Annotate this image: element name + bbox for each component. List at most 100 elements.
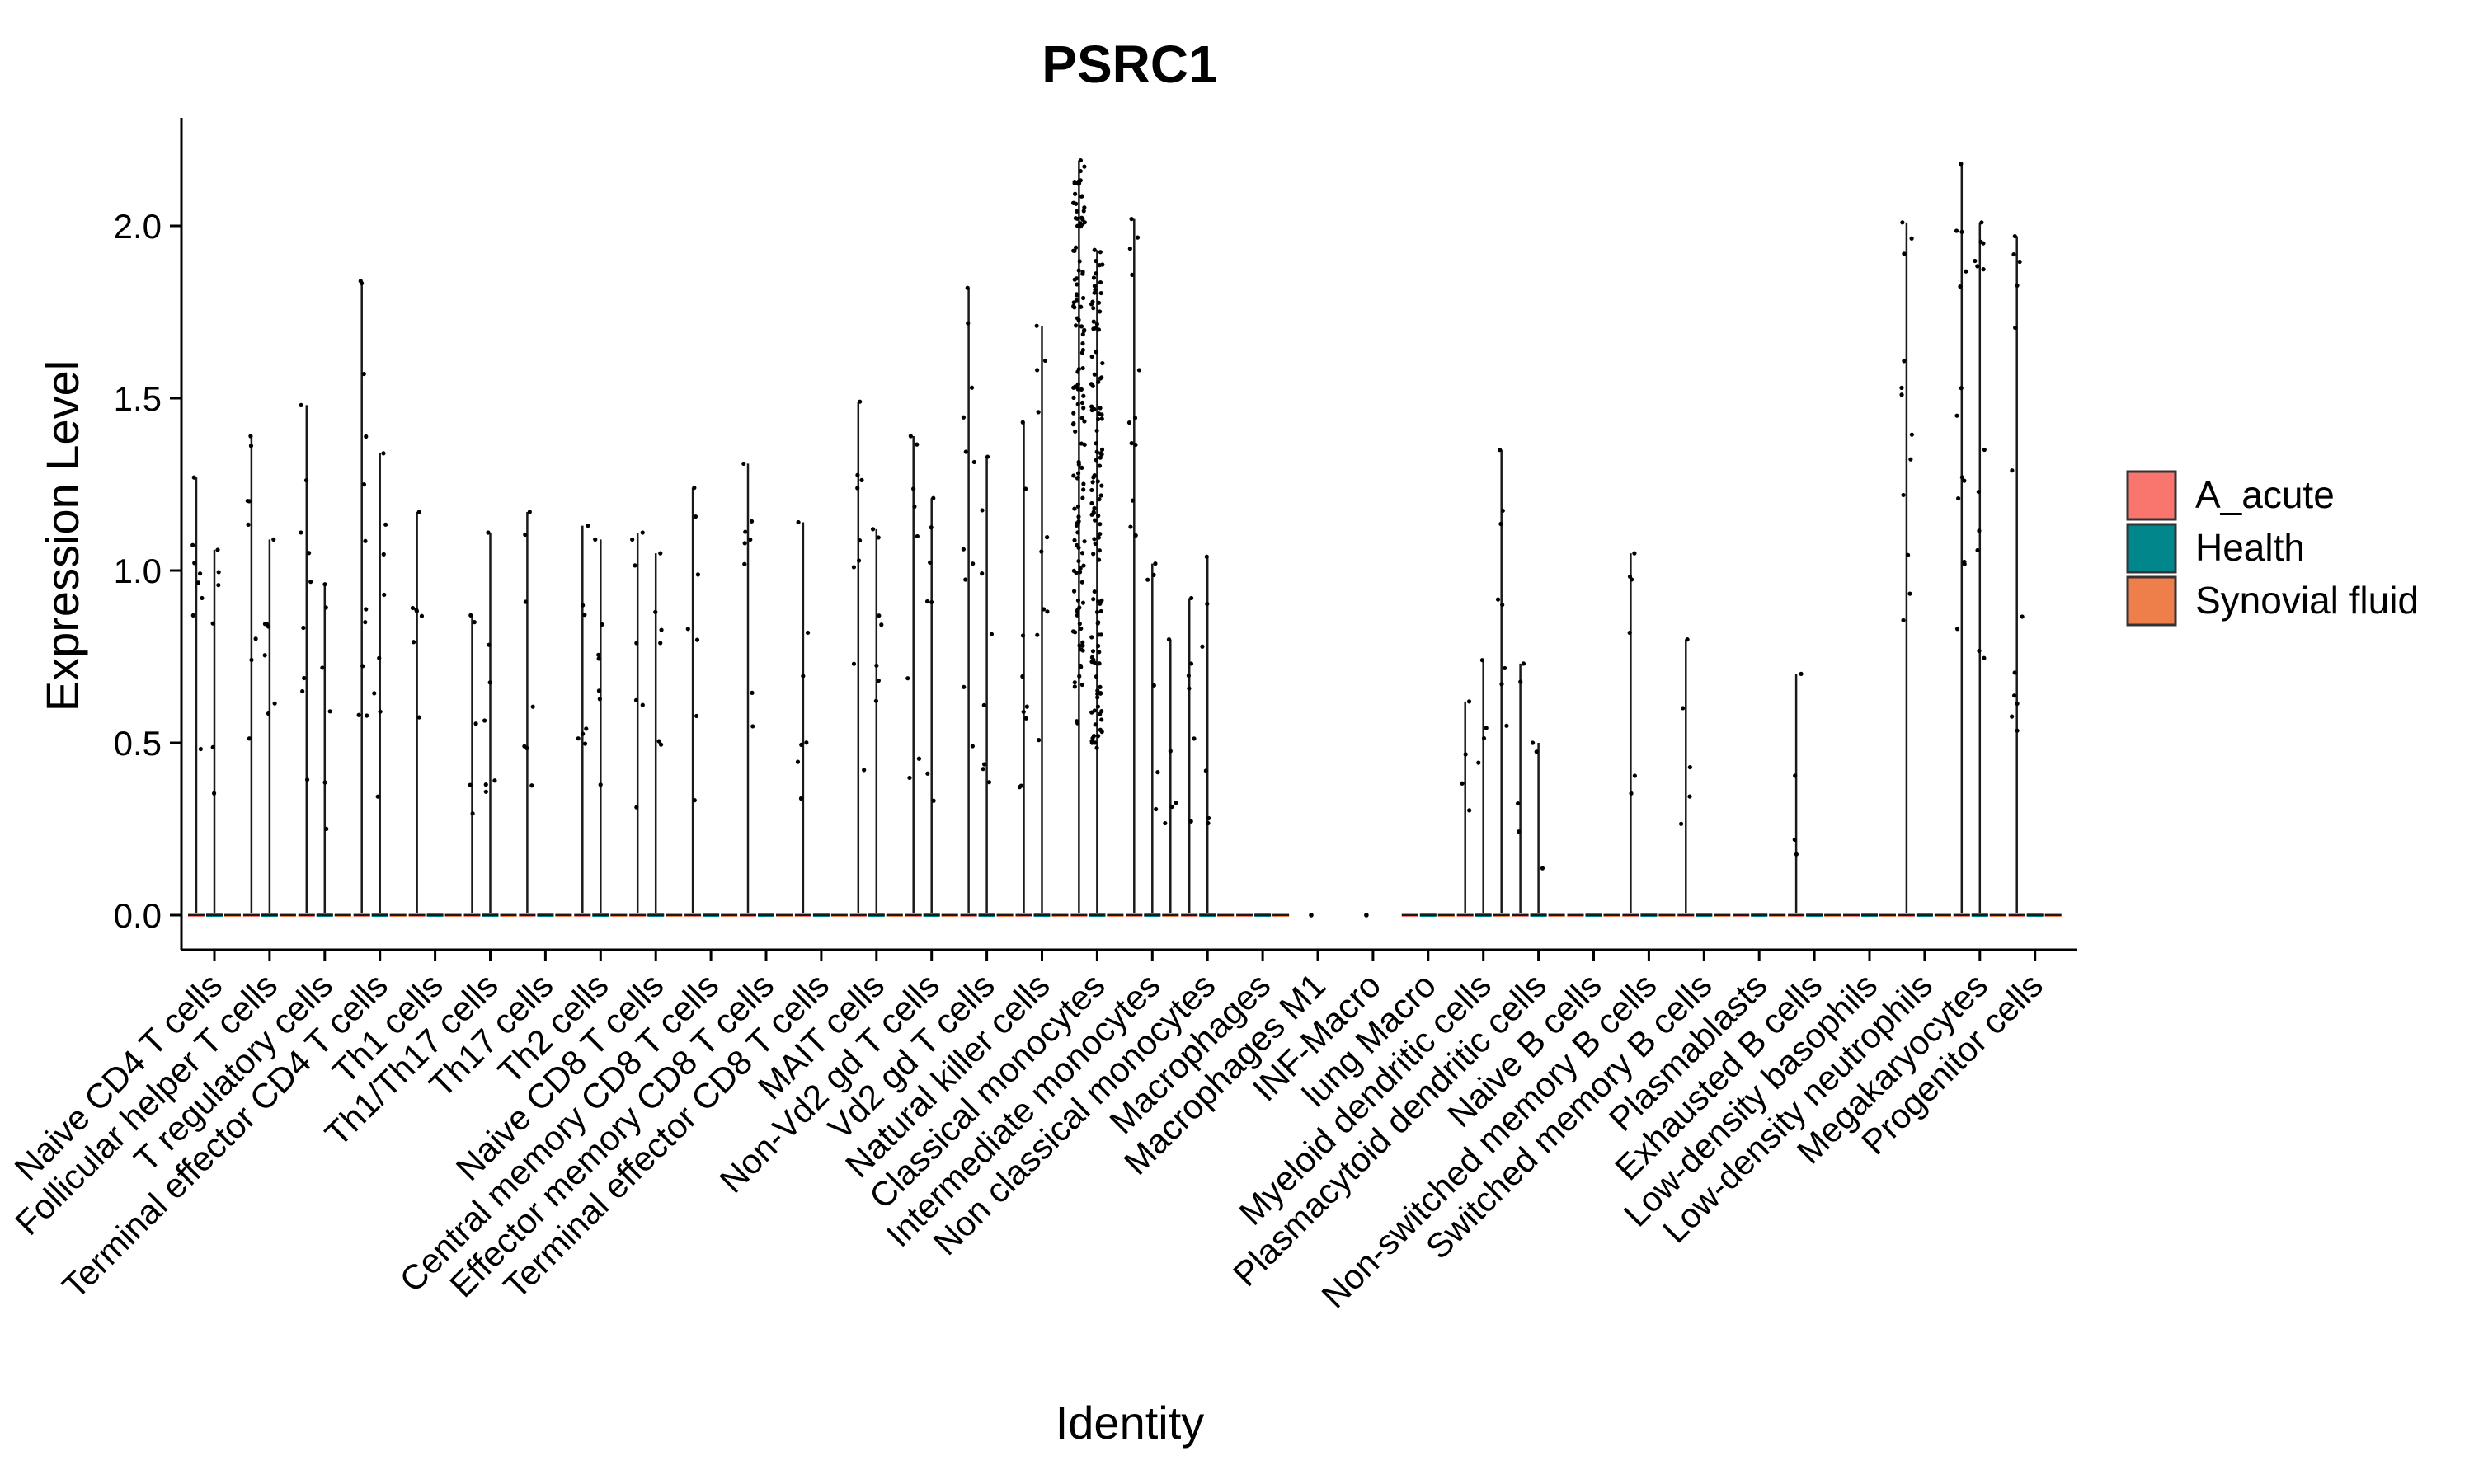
- data-point: [1982, 447, 1987, 453]
- data-point: [299, 530, 303, 535]
- data-point: [1077, 622, 1082, 627]
- data-point: [1076, 462, 1081, 467]
- data-point: [1630, 577, 1634, 582]
- data-point: [1094, 258, 1098, 264]
- data-point: [1079, 551, 1085, 556]
- data-point: [1959, 229, 1964, 234]
- data-point: [1187, 686, 1192, 691]
- data-point: [1099, 598, 1104, 603]
- data-point: [1098, 493, 1103, 498]
- data-point: [1982, 655, 1987, 660]
- data-point: [750, 724, 755, 729]
- data-point: [1081, 487, 1086, 492]
- data-point: [1632, 773, 1637, 778]
- data-point: [1073, 630, 1078, 635]
- data-point: [658, 641, 663, 646]
- data-point: [1959, 162, 1964, 167]
- data-point: [272, 701, 277, 706]
- data-point: [596, 652, 601, 657]
- data-point: [1092, 247, 1097, 252]
- y-tick-label: 1.0: [114, 552, 162, 590]
- data-point: [1076, 558, 1081, 564]
- data-point: [1091, 319, 1096, 324]
- data-point: [798, 796, 804, 801]
- data-point: [1100, 262, 1105, 267]
- data-point: [377, 655, 382, 660]
- data-point: [862, 768, 867, 773]
- data-point: [527, 510, 532, 514]
- data-point: [851, 661, 857, 666]
- data-point: [1098, 608, 1103, 614]
- violin-group: [519, 510, 572, 917]
- data-point: [743, 529, 748, 534]
- data-point: [931, 798, 936, 803]
- data-point: [1127, 247, 1132, 251]
- data-point: [1500, 603, 1505, 608]
- violin-group: [188, 475, 241, 917]
- data-point: [1095, 695, 1100, 700]
- data-point: [468, 782, 473, 787]
- data-point: [1074, 292, 1079, 297]
- data-point: [1902, 251, 1907, 256]
- data-point: [634, 641, 639, 646]
- data-point: [1962, 478, 1967, 483]
- data-point: [1309, 913, 1314, 918]
- data-point: [1096, 416, 1101, 422]
- data-point: [1079, 626, 1084, 632]
- data-point: [365, 713, 369, 718]
- data-point: [1792, 837, 1797, 843]
- data-point: [1627, 630, 1632, 636]
- data-point: [640, 702, 645, 707]
- data-point: [1079, 387, 1084, 392]
- data-point: [1521, 661, 1526, 666]
- data-point: [249, 657, 254, 663]
- data-point: [1072, 248, 1077, 253]
- data-point: [859, 477, 864, 482]
- data-point: [1902, 359, 1907, 364]
- data-point: [1089, 500, 1094, 506]
- data-point: [2015, 728, 2020, 733]
- data-point: [1072, 680, 1077, 685]
- data-point: [1499, 682, 1504, 687]
- data-point: [483, 782, 488, 787]
- data-point: [322, 780, 327, 785]
- data-point: [749, 519, 755, 524]
- data-point: [1133, 533, 1138, 538]
- data-point: [1089, 354, 1094, 359]
- data-point: [1097, 548, 1102, 553]
- violin-group: [1677, 637, 1731, 917]
- data-point: [1075, 402, 1080, 406]
- data-point: [748, 537, 753, 542]
- data-point: [593, 537, 598, 542]
- data-point: [1899, 392, 1904, 397]
- data-point: [1091, 275, 1097, 280]
- data-point: [1467, 808, 1472, 813]
- data-point: [1077, 259, 1082, 264]
- data-point: [596, 656, 601, 661]
- data-point: [1204, 554, 1209, 559]
- violin-group: [960, 285, 1014, 917]
- data-point: [470, 811, 475, 816]
- data-point: [1089, 635, 1094, 640]
- data-point: [1023, 716, 1028, 721]
- data-point: [1977, 528, 1982, 533]
- data-point: [523, 599, 528, 604]
- data-point: [1082, 442, 1087, 448]
- plot-area: [188, 157, 2062, 918]
- data-point: [1955, 495, 1961, 501]
- data-point: [1080, 600, 1086, 605]
- data-point: [248, 434, 253, 439]
- data-point: [1126, 420, 1132, 425]
- data-point: [1460, 781, 1465, 786]
- data-point: [750, 690, 755, 695]
- data-point: [856, 558, 862, 563]
- data-point: [2010, 714, 2015, 719]
- data-point: [851, 565, 857, 570]
- data-point: [1020, 633, 1026, 638]
- data-point: [1132, 416, 1138, 420]
- data-point: [1205, 601, 1210, 607]
- data-point: [1077, 570, 1083, 575]
- data-point: [1039, 549, 1044, 554]
- data-point: [1098, 632, 1103, 637]
- data-point: [1077, 674, 1082, 679]
